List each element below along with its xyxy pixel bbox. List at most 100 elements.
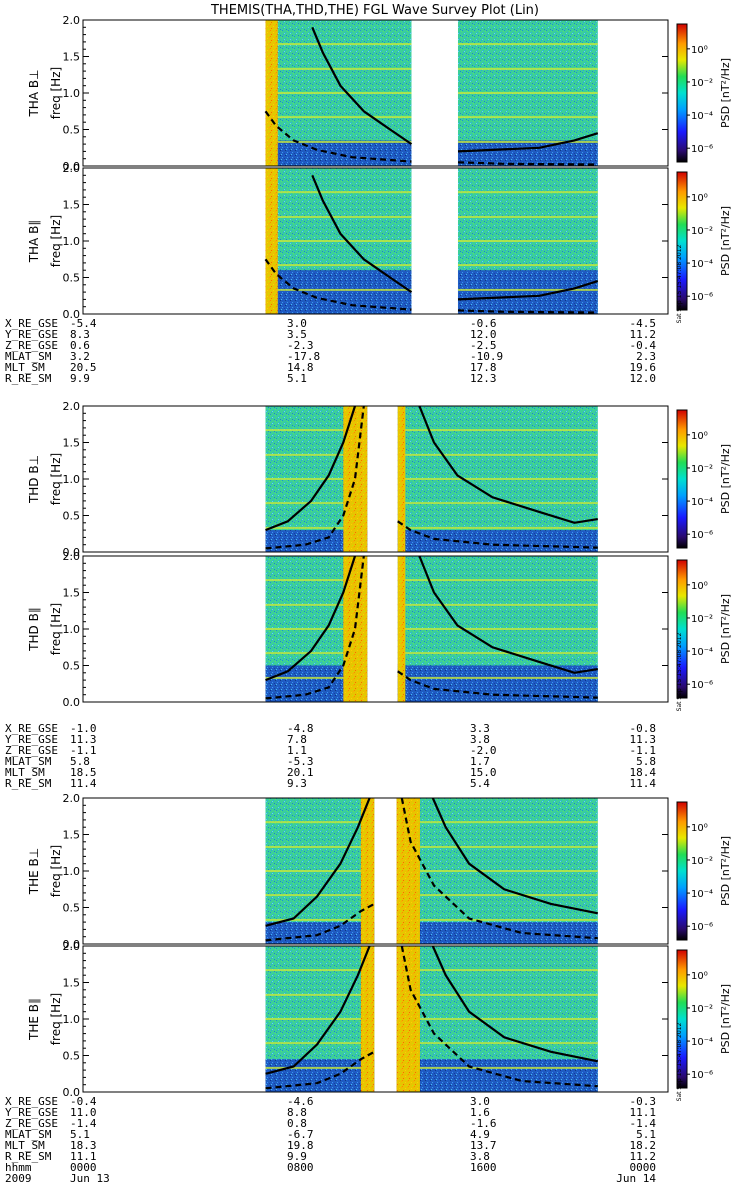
harmonic-line xyxy=(457,67,598,70)
y-tick-label: 1.0 xyxy=(63,623,81,636)
ephemeris-value: 5.1 xyxy=(636,1128,656,1141)
ephemeris-tha: X_RE_GSE -5.4 3.0 -0.6 -4.5 Y_RE_GSE 8.3 3.5 12.… xyxy=(5,317,656,385)
ephemeris-value: -6.7 xyxy=(287,1128,314,1141)
gyrofrequency-dashed-curve xyxy=(264,110,412,163)
gyrofrequency-dashed-curve xyxy=(264,258,412,311)
y-axis-units-label: freq [Hz] xyxy=(49,215,63,267)
ephemeris-value: 18.2 xyxy=(630,1139,657,1152)
ephemeris-row-label: Z_RE_GSE xyxy=(5,744,58,757)
ephemeris-value: 11.4 xyxy=(70,777,97,790)
ephemeris-value: -0.3 xyxy=(630,1095,657,1108)
harmonic-line xyxy=(457,116,598,119)
colorbar xyxy=(676,171,688,311)
y-axis-units-label: freq [Hz] xyxy=(49,453,63,505)
harmonic-line xyxy=(265,191,412,194)
y-axis-units-label: freq [Hz] xyxy=(49,67,63,119)
gyrofrequency-curve xyxy=(265,406,357,532)
harmonic-line xyxy=(265,579,368,582)
panel-body xyxy=(264,20,599,166)
panel-body xyxy=(265,556,598,702)
ephemeris-value: 3.0 xyxy=(287,317,307,330)
ephemeris-value: -0.4 xyxy=(70,1095,97,1108)
ephemeris-value: 5.1 xyxy=(70,1128,90,1141)
ephemeris-row-label: MLT_SM xyxy=(5,766,45,779)
ephemeris-value: 11.3 xyxy=(70,733,97,746)
y-tick-label: 0.5 xyxy=(63,510,81,523)
gyrofrequency-curve xyxy=(431,798,599,915)
ephemeris-value: 8.3 xyxy=(70,328,90,341)
harmonic-line xyxy=(397,603,598,606)
ephemeris-value: -5.4 xyxy=(70,317,97,330)
y-axis-units-label: freq [Hz] xyxy=(49,603,63,655)
colorbar-tick-label: 10⁰ xyxy=(691,193,708,204)
ephemeris-value: -2.0 xyxy=(470,744,497,757)
y-tick-label: 1.0 xyxy=(63,865,81,878)
colorbar-label: PSD [nT²/Hz] xyxy=(719,836,732,906)
ephemeris-value: 9.9 xyxy=(70,372,90,385)
y-tick-label: 0.5 xyxy=(63,272,81,285)
ephemeris-value: 17.8 xyxy=(470,361,497,374)
ephemeris-the: X_RE_GSE -0.4 -4.6 3.0 -0.3 Y_RE_GSE 11.0 8.8 1.… xyxy=(5,1095,656,1185)
ephemeris-value: 20.1 xyxy=(287,766,314,779)
harmonic-line xyxy=(265,140,412,143)
ephemeris-row-label: MLAT_SM xyxy=(5,755,52,768)
colorbar xyxy=(676,949,688,1089)
colorbar-tick-label: 10⁻⁶ xyxy=(691,292,713,303)
ephemeris-value: 5.8 xyxy=(70,755,90,768)
y-axis-probe-label: THA B∥ xyxy=(27,220,41,264)
bright-band xyxy=(360,946,375,1092)
harmonic-line xyxy=(396,1066,598,1069)
y-tick-label: 0.0 xyxy=(63,938,81,951)
ephemeris-value: -1.0 xyxy=(70,722,97,735)
ephemeris-value: 3.8 xyxy=(470,1150,490,1163)
colorbar-tick-label: 10⁻⁴ xyxy=(691,497,713,508)
ephemeris-value: -1.4 xyxy=(70,1117,97,1130)
ephemeris-value: 5.4 xyxy=(470,777,490,790)
y-axis-units-label: freq [Hz] xyxy=(49,845,63,897)
ephemeris-row-label: MLT_SM xyxy=(5,1139,45,1152)
time-tick-label: 0800 xyxy=(287,1161,314,1174)
y-tick-label: 2.0 xyxy=(63,550,81,563)
harmonic-line xyxy=(265,676,368,679)
colorbar-tick-label: 10⁰ xyxy=(691,581,708,592)
y-tick-label: 2.0 xyxy=(63,400,81,413)
ephemeris-row-label: X_RE_GSE xyxy=(5,317,58,330)
harmonic-line xyxy=(265,215,412,218)
ephemeris-row-label: MLAT_SM xyxy=(5,1128,52,1141)
ephemeris-value: 18.3 xyxy=(70,1139,97,1152)
ephemeris-row-label: Y_RE_GSE xyxy=(5,328,58,341)
harmonic-line xyxy=(396,1042,598,1045)
y-tick-label: 1.5 xyxy=(63,587,81,600)
spectrogram-panel-the-bperp: 0.0 0.5 1.0 1.5 2.0 THE B⊥ freq [Hz] 10⁰ 10⁻² 10⁻… xyxy=(27,792,732,951)
ephemeris-value: -17.8 xyxy=(287,350,320,363)
colorbar-tick-label: 10⁻⁶ xyxy=(691,530,713,541)
y-tick-label: 2.0 xyxy=(63,792,81,805)
y-tick-label: 1.0 xyxy=(63,235,81,248)
ephemeris-value: 9.9 xyxy=(287,1150,307,1163)
ephemeris-value: 19.8 xyxy=(287,1139,314,1152)
colorbar-tick-label: 10⁰ xyxy=(691,971,708,982)
harmonic-line xyxy=(396,918,598,921)
ephemeris-value: 11.1 xyxy=(630,1106,657,1119)
spectrogram-panel-thd-bpar: 0.0 0.5 1.0 1.5 2.0 THD B∥ freq [Hz] 10⁰ 10⁻² 10⁻… xyxy=(27,550,732,711)
harmonic-line xyxy=(396,870,598,872)
ephemeris-value: 20.5 xyxy=(70,361,97,374)
colorbar-tick-label: 10⁻⁶ xyxy=(691,680,713,691)
y-axis-probe-label: THE B⊥ xyxy=(27,848,41,895)
colorbar xyxy=(676,409,688,549)
ephemeris-value: 12.0 xyxy=(470,328,497,341)
ephemeris-row-label: X_RE_GSE xyxy=(5,1095,58,1108)
harmonic-line xyxy=(265,870,375,872)
ephemeris-value: -1.6 xyxy=(470,1117,497,1130)
time-tick-label: 0000 xyxy=(70,1161,97,1174)
ephemeris-value: 1.1 xyxy=(287,744,307,757)
colorbar-tick-label: 10⁻² xyxy=(691,856,713,867)
colorbar-tick-label: 10⁻⁴ xyxy=(691,111,713,122)
ephemeris-value: 7.8 xyxy=(287,733,307,746)
ephemeris-value: -4.8 xyxy=(287,722,314,735)
low-frequency-band xyxy=(396,1059,598,1092)
harmonic-line xyxy=(397,453,598,456)
colorbar xyxy=(676,559,688,699)
harmonic-line xyxy=(265,453,368,456)
ephemeris-value: 9.3 xyxy=(287,777,307,790)
